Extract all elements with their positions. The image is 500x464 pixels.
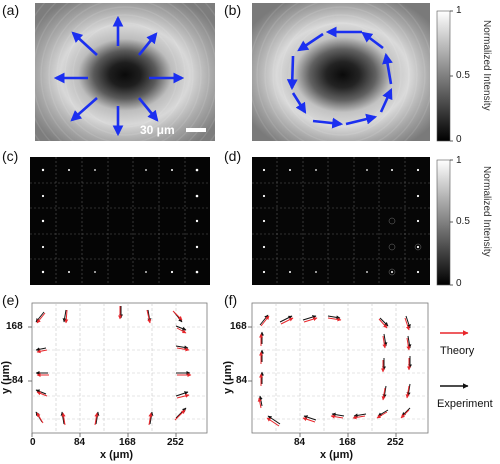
panel-d-image — [252, 157, 430, 285]
colorbar-bottom-title: Normalized Intensity — [481, 166, 492, 257]
legend-experiment-label: Experiment — [437, 398, 493, 410]
colorbar-bottom — [436, 159, 453, 286]
legend-arrows — [440, 330, 469, 389]
panel-label-a: (a) — [2, 2, 20, 18]
f-ytick-84: 84 — [236, 375, 248, 386]
colorbar-top — [436, 10, 453, 142]
e-xtick-252: 252 — [167, 437, 184, 448]
e-xtick-0: 0 — [30, 437, 36, 448]
f-xtick-168: 168 — [339, 437, 356, 448]
panel-b-image — [248, 0, 434, 168]
e-xlabel: x (μm) — [100, 449, 134, 461]
colorbar-top-tick-05: 0.5 — [456, 70, 470, 81]
panel-label-d: (d) — [224, 148, 242, 164]
scale-bar — [186, 128, 206, 132]
panel-c-image — [30, 157, 210, 285]
colorbar-bottom-tick-05: 0.5 — [456, 216, 470, 227]
panel-label-c: (c) — [2, 148, 19, 164]
colorbar-top-tick-1: 1 — [456, 5, 462, 16]
legend-theory-label: Theory — [440, 345, 475, 357]
azimuthal-arrows — [286, 26, 393, 129]
f-ytick-168: 168 — [230, 321, 247, 332]
panel-e-plot — [28, 302, 208, 437]
colorbar-top-tick-0: 0 — [456, 134, 462, 145]
colorbar-bottom-tick-0: 0 — [456, 278, 462, 289]
e-xtick-168: 168 — [119, 437, 136, 448]
f-xtick-252: 252 — [387, 437, 404, 448]
radial-arrows — [53, 15, 185, 137]
panel-label-f: (f) — [224, 292, 238, 308]
e-ytick-84: 84 — [12, 375, 24, 386]
panel-a-image — [16, 0, 234, 184]
colorbar-bottom-tick-1: 1 — [456, 155, 462, 166]
f-ylabel: y (μm) — [222, 360, 234, 394]
f-xlabel: x (μm) — [320, 449, 354, 461]
e-ylabel: y (μm) — [0, 360, 12, 394]
e-xtick-84: 84 — [74, 437, 86, 448]
scale-bar-label: 30 μm — [140, 123, 175, 137]
panel-label-b: (b) — [224, 2, 242, 18]
panel-f-plot — [248, 302, 429, 437]
colorbar-top-title: Normalized Intensity — [481, 20, 492, 111]
panel-label-e: (e) — [2, 292, 20, 308]
e-ytick-168: 168 — [6, 321, 23, 332]
f-xtick-84: 84 — [294, 437, 306, 448]
